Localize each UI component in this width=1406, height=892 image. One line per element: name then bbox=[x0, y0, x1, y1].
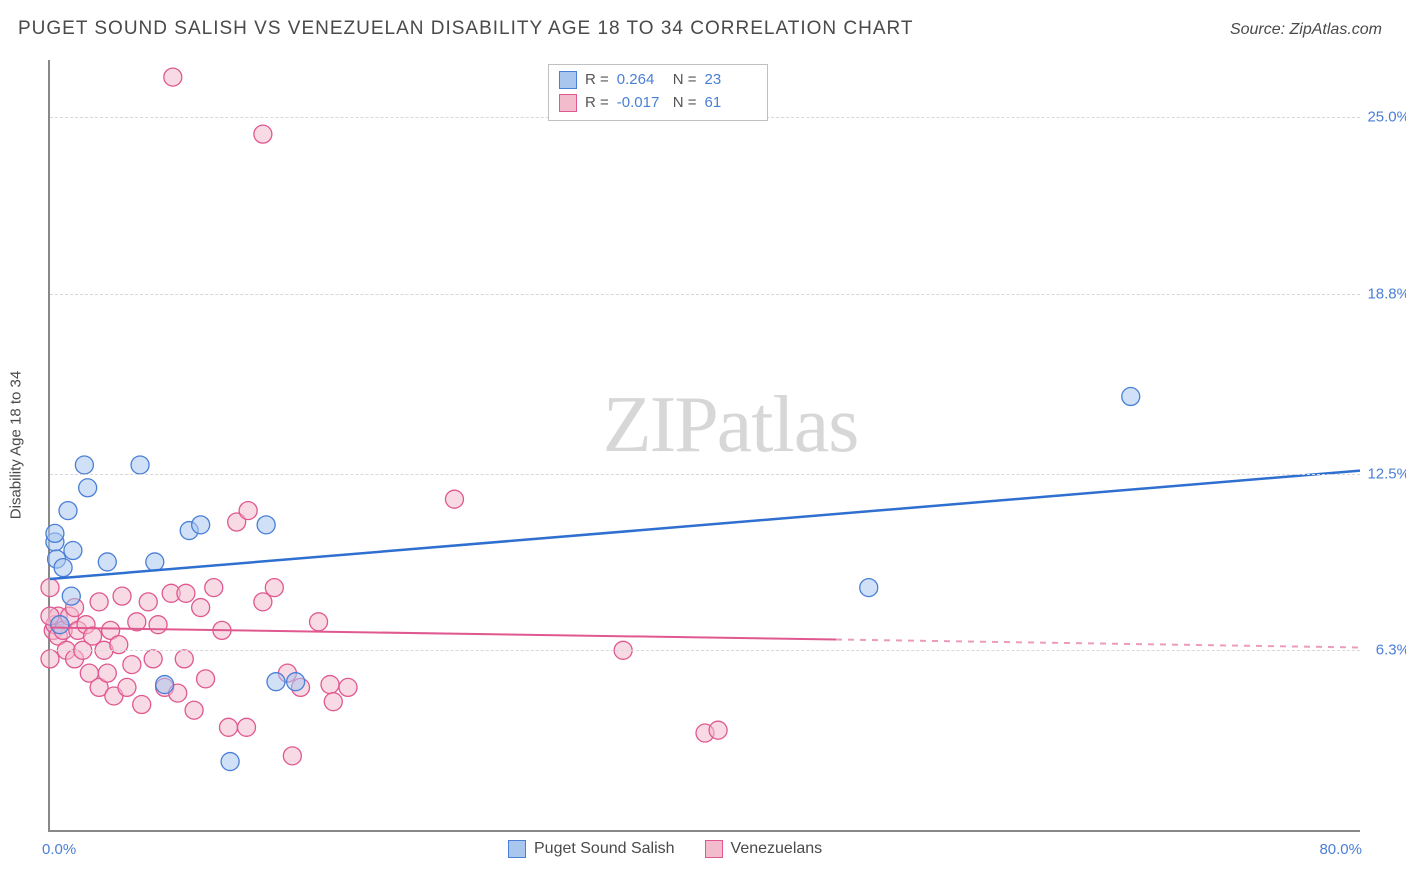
salish-point bbox=[51, 616, 69, 634]
salish-point bbox=[54, 559, 72, 577]
venezuelan-regression-line bbox=[50, 628, 836, 640]
venezuelan-point bbox=[90, 593, 108, 611]
y-tick-label: 12.5% bbox=[1362, 465, 1406, 482]
salish-point bbox=[46, 524, 64, 542]
r-label: R = bbox=[585, 92, 609, 115]
venezuelan-point bbox=[133, 696, 151, 714]
gridline bbox=[50, 474, 1360, 475]
y-tick-label: 25.0% bbox=[1362, 109, 1406, 126]
venezuelan-point bbox=[164, 68, 182, 86]
venezuelan-point bbox=[339, 678, 357, 696]
venezuelan-point bbox=[185, 701, 203, 719]
salish-point bbox=[75, 456, 93, 474]
legend-label: Puget Sound Salish bbox=[534, 840, 675, 858]
venezuelan-regression-line-dashed bbox=[836, 639, 1360, 647]
legend-label: Venezuelans bbox=[731, 840, 823, 858]
chart-title: PUGET SOUND SALISH VS VENEZUELAN DISABIL… bbox=[18, 18, 913, 40]
stats-legend-box: R = 0.264 N = 23 R = -0.017 N = 61 bbox=[548, 64, 768, 121]
salish-point bbox=[64, 542, 82, 560]
salish-point bbox=[146, 553, 164, 571]
venezuelan-point bbox=[118, 678, 136, 696]
legend-item-salish: Puget Sound Salish bbox=[508, 840, 675, 858]
stats-row-salish: R = 0.264 N = 23 bbox=[559, 69, 753, 92]
venezuelan-point bbox=[149, 616, 167, 634]
salish-point bbox=[287, 673, 305, 691]
venezuelan-point bbox=[219, 718, 237, 736]
venezuelan-point bbox=[123, 656, 141, 674]
venezuelan-swatch-icon bbox=[559, 94, 577, 112]
venezuelan-point bbox=[41, 650, 59, 668]
gridline bbox=[50, 650, 1360, 651]
venezuelan-point bbox=[98, 664, 116, 682]
gridline bbox=[50, 294, 1360, 295]
venezuelan-point bbox=[238, 718, 256, 736]
legend-item-venezuelan: Venezuelans bbox=[705, 840, 823, 858]
venezuelan-point bbox=[445, 490, 463, 508]
n-label: N = bbox=[673, 69, 697, 92]
venezuelan-point bbox=[239, 502, 257, 520]
salish-point bbox=[1122, 388, 1140, 406]
venezuelan-point bbox=[321, 676, 339, 694]
salish-point bbox=[98, 553, 116, 571]
x-max-label: 80.0% bbox=[1319, 841, 1362, 858]
salish-swatch-icon bbox=[508, 840, 526, 858]
n-value: 23 bbox=[705, 69, 753, 92]
n-value: 61 bbox=[705, 92, 753, 115]
salish-point bbox=[59, 502, 77, 520]
scatter-svg bbox=[50, 60, 1360, 830]
stats-row-venezuelan: R = -0.017 N = 61 bbox=[559, 92, 753, 115]
venezuelan-point bbox=[41, 579, 59, 597]
venezuelan-point bbox=[177, 584, 195, 602]
r-value: 0.264 bbox=[617, 69, 665, 92]
salish-point bbox=[62, 587, 80, 605]
salish-regression-line bbox=[50, 471, 1360, 579]
salish-point bbox=[79, 479, 97, 497]
salish-point bbox=[267, 673, 285, 691]
venezuelan-point bbox=[709, 721, 727, 739]
salish-point bbox=[860, 579, 878, 597]
venezuelan-point bbox=[144, 650, 162, 668]
venezuelan-swatch-icon bbox=[705, 840, 723, 858]
venezuelan-point bbox=[324, 693, 342, 711]
venezuelan-point bbox=[283, 747, 301, 765]
venezuelan-point bbox=[205, 579, 223, 597]
y-tick-label: 6.3% bbox=[1362, 642, 1406, 659]
salish-point bbox=[156, 676, 174, 694]
venezuelan-point bbox=[265, 579, 283, 597]
venezuelan-point bbox=[254, 125, 272, 143]
salish-point bbox=[257, 516, 275, 534]
n-label: N = bbox=[673, 92, 697, 115]
venezuelan-point bbox=[197, 670, 215, 688]
venezuelan-point bbox=[310, 613, 328, 631]
salish-point bbox=[192, 516, 210, 534]
venezuelan-point bbox=[113, 587, 131, 605]
y-axis-label: Disability Age 18 to 34 bbox=[8, 371, 25, 519]
plot-region: ZIPatlas 6.3%12.5%18.8%25.0% bbox=[48, 60, 1360, 832]
bottom-legend: Puget Sound Salish Venezuelans bbox=[508, 840, 822, 858]
venezuelan-point bbox=[175, 650, 193, 668]
venezuelan-point bbox=[192, 599, 210, 617]
venezuelan-point bbox=[139, 593, 157, 611]
chart-area: Disability Age 18 to 34 ZIPatlas 6.3%12.… bbox=[48, 60, 1358, 830]
r-label: R = bbox=[585, 69, 609, 92]
r-value: -0.017 bbox=[617, 92, 665, 115]
y-tick-label: 18.8% bbox=[1362, 285, 1406, 302]
salish-point bbox=[131, 456, 149, 474]
salish-swatch-icon bbox=[559, 71, 577, 89]
source-label: Source: ZipAtlas.com bbox=[1230, 21, 1382, 39]
x-min-label: 0.0% bbox=[42, 841, 76, 858]
salish-point bbox=[221, 753, 239, 771]
